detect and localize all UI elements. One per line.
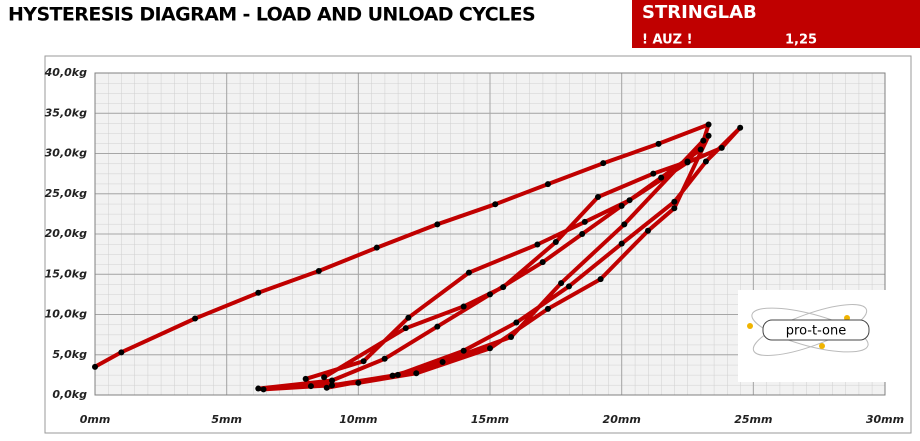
data-point: [705, 132, 712, 139]
data-point: [566, 283, 572, 290]
data-point: [645, 227, 651, 234]
data-point: [255, 385, 262, 392]
data-point: [405, 314, 412, 321]
x-tick-label: 10mm: [339, 413, 377, 426]
data-point: [381, 355, 388, 362]
y-tick-label: 25,0kg: [45, 187, 87, 200]
x-tick-label: 5mm: [211, 413, 242, 426]
logo-text: pro-t-one: [786, 324, 846, 339]
data-point: [118, 349, 125, 356]
data-point: [581, 218, 588, 225]
brand: STRINGLAB: [642, 2, 757, 23]
data-point: [307, 383, 314, 390]
data-point: [500, 284, 507, 291]
orbit: [751, 307, 869, 353]
dot: [819, 343, 825, 349]
brand-box: [632, 0, 920, 48]
data-point: [355, 379, 362, 386]
data-point: [460, 303, 467, 310]
grid: [94, 72, 886, 396]
x-tick-label: 15mm: [471, 413, 509, 426]
code: ! AUZ !: [642, 33, 693, 48]
data-point: [92, 363, 98, 370]
data-point: [360, 358, 367, 365]
data-point: [302, 375, 309, 382]
data-point: [705, 121, 712, 128]
data-point: [552, 239, 559, 246]
data-point: [434, 323, 441, 330]
x-tick-label: 20mm: [603, 413, 641, 426]
data-point: [492, 201, 499, 208]
data-point: [618, 202, 625, 209]
data-point: [487, 345, 493, 352]
x-tick-label: 0mm: [80, 413, 111, 426]
data-point: [329, 377, 335, 384]
dot: [747, 323, 753, 329]
data-point: [597, 276, 604, 283]
data-point: [513, 319, 520, 326]
data-point: [321, 374, 328, 381]
plot-border: [94, 72, 886, 396]
data-point: [534, 241, 541, 248]
data-point: [658, 174, 665, 181]
data-point: [373, 244, 380, 251]
data-point: [594, 193, 601, 200]
data-point: [192, 315, 199, 322]
value: 1,25: [785, 33, 817, 48]
data-point: [389, 372, 396, 379]
y-tick-label: 5,0kg: [52, 348, 87, 361]
data-point: [579, 231, 586, 237]
data-point: [544, 181, 551, 188]
y-tick-label: 40,0kg: [44, 66, 87, 79]
y-tick-label: 30,0kg: [45, 147, 87, 160]
y-tick-label: 35,0kg: [45, 106, 87, 119]
data-point: [621, 221, 628, 228]
data-point: [544, 305, 551, 312]
data-point: [700, 137, 707, 144]
x-tick-label: 30mm: [866, 413, 904, 426]
data-point: [329, 382, 335, 389]
data-point: [671, 198, 678, 205]
data-point: [315, 268, 322, 275]
data-point: [260, 386, 267, 393]
data-point: [439, 358, 446, 365]
x-tick-label: 25mm: [734, 413, 772, 426]
data-point: [460, 347, 467, 354]
data-point: [600, 160, 607, 167]
y-tick-label: 0,0kg: [52, 388, 87, 401]
data-point: [626, 197, 633, 204]
data-point: [718, 144, 725, 151]
data-point: [697, 146, 704, 153]
data-point: [508, 334, 515, 341]
data-point: [737, 124, 744, 131]
chart-title: HYSTERESIS DIAGRAM - LOAD AND UNLOAD CYC…: [8, 4, 535, 26]
data-point: [558, 280, 565, 287]
y-tick-label: 10,0kg: [45, 308, 87, 321]
y-tick-label: 15,0kg: [45, 267, 87, 280]
data-point: [539, 259, 546, 266]
data-point: [394, 371, 401, 378]
data-point: [402, 325, 409, 332]
orbit: [752, 304, 868, 356]
data-point: [650, 170, 657, 177]
data-point: [323, 384, 330, 391]
data-point: [434, 221, 441, 228]
data-point: [618, 240, 625, 247]
data-point: [255, 289, 262, 296]
logo: pro-t-one: [738, 290, 886, 382]
data-point: [465, 269, 472, 276]
data-point: [684, 158, 691, 165]
data-point: [413, 370, 420, 377]
logo-pill: [762, 319, 870, 341]
y-tick-label: 20,0kg: [45, 227, 87, 240]
data-point: [702, 158, 709, 165]
data-point: [487, 291, 493, 298]
marks: [92, 121, 744, 393]
data-point: [671, 205, 678, 212]
data-point: [655, 140, 662, 147]
